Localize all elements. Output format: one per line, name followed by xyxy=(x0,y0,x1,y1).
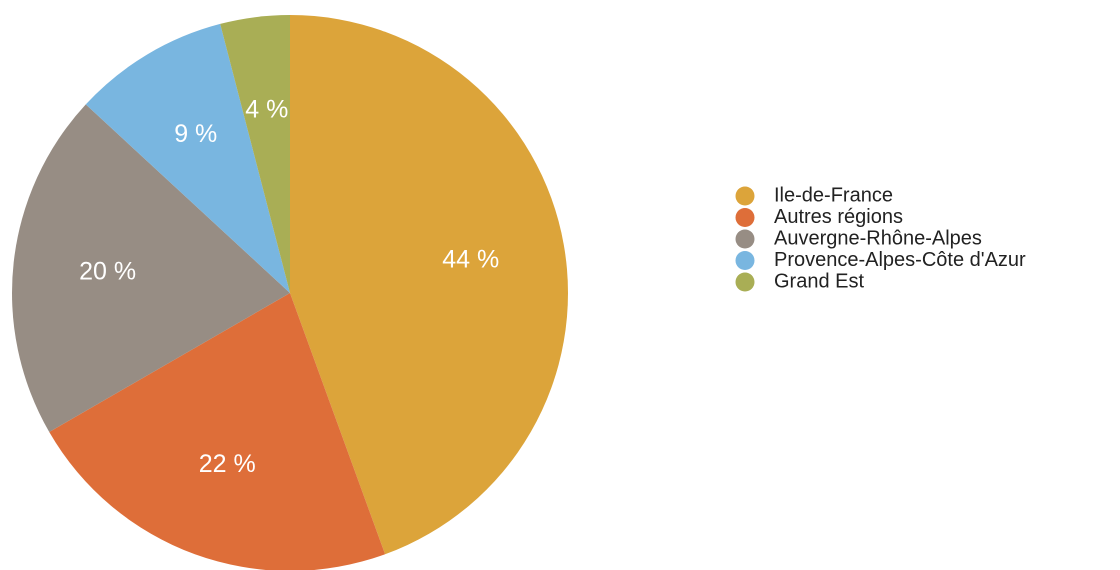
pie-slice xyxy=(49,293,386,570)
legend-label: Grand Est xyxy=(774,270,864,292)
pie-slice xyxy=(290,15,568,555)
data-label: 20 % xyxy=(79,257,136,285)
legend-marker xyxy=(735,208,755,227)
legend-marker xyxy=(735,186,755,206)
legend-marker xyxy=(735,272,755,292)
data-label: 9 % xyxy=(174,120,217,148)
data-label: 4 % xyxy=(245,96,288,124)
legend-label: Ile-de-France xyxy=(774,184,893,206)
legend-label: Auvergne-Rhône-Alpes xyxy=(774,227,982,249)
legend-label: Autres régions xyxy=(774,206,903,228)
data-label: 44 % xyxy=(442,246,499,274)
legend-marker xyxy=(735,251,755,270)
data-label: 22 % xyxy=(199,450,256,478)
legend-marker xyxy=(735,229,755,249)
pie-slice xyxy=(85,23,290,294)
pie-slice xyxy=(11,104,290,432)
pie-slice xyxy=(220,15,290,293)
legend-label: Provence-Alpes-Côte d'Azur xyxy=(774,249,1026,271)
